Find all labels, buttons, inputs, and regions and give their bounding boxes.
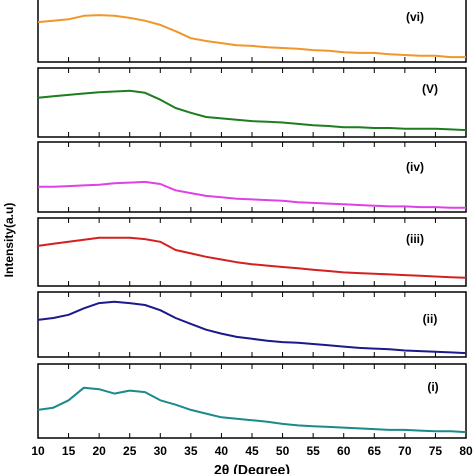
x-tick-label: 55 (306, 444, 320, 458)
series-line (37, 89, 467, 132)
x-tick-label: 50 (276, 444, 290, 458)
x-tick-label: 25 (123, 444, 137, 458)
series-line (37, 300, 467, 355)
panel-frame (37, 67, 467, 138)
series-line (37, 14, 466, 59)
panel-frame (37, 141, 467, 213)
x-tick-label: 15 (62, 444, 76, 458)
x-tick-label: 75 (429, 444, 443, 458)
x-tick-label: 65 (368, 444, 382, 458)
series-label: (V) (422, 82, 438, 96)
panel-frame (37, 0, 467, 63)
y-axis-label: Intensity(a.u) (2, 203, 16, 278)
x-tick-label: 70 (398, 444, 412, 458)
series-label: (ii) (423, 312, 438, 326)
x-tick-label: 40 (215, 444, 229, 458)
x-tick-label: 45 (245, 444, 259, 458)
x-tick-label: 60 (337, 444, 351, 458)
series-label: (iv) (406, 160, 424, 174)
series-line (37, 386, 467, 434)
series-line (37, 236, 467, 279)
panel-frame (37, 291, 467, 358)
series-label: (vi) (406, 10, 424, 24)
series-label: (i) (427, 380, 438, 394)
x-tick-label: 35 (184, 444, 198, 458)
x-tick-label: 80 (459, 444, 473, 458)
x-tick-label: 20 (92, 444, 106, 458)
x-axis-label: 2θ (Degree) (214, 462, 290, 474)
x-tick-label: 10 (31, 444, 45, 458)
series-line (38, 180, 466, 209)
panel-frame (37, 363, 467, 439)
series-label: (iii) (406, 232, 424, 246)
x-tick-label: 30 (154, 444, 168, 458)
